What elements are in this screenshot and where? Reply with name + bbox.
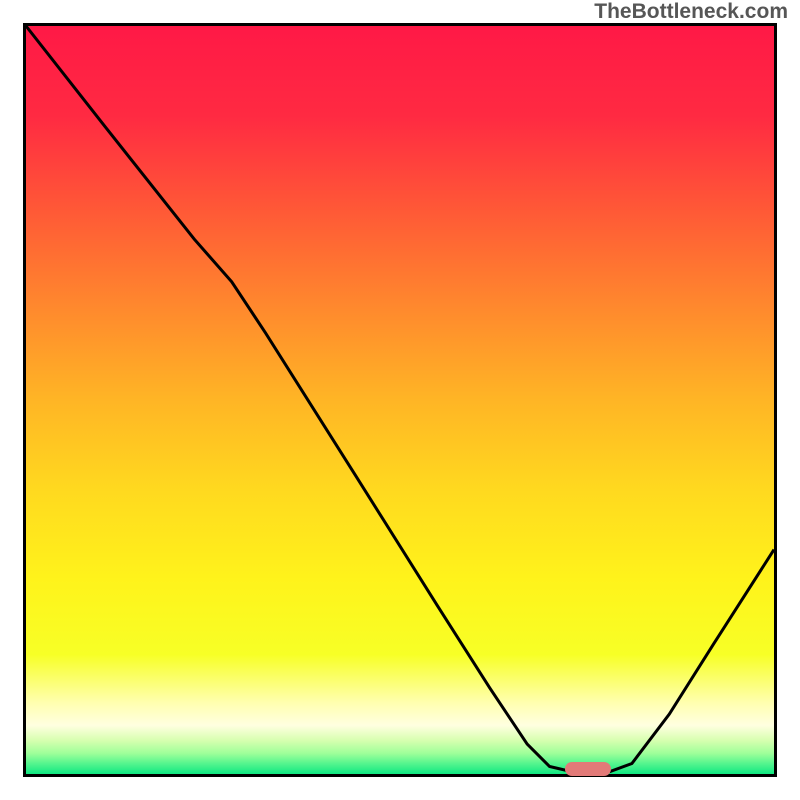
bottleneck-curve (26, 26, 774, 772)
curve-layer (26, 26, 774, 774)
bottleneck-chart: TheBottleneck.com (0, 0, 800, 800)
optimal-point-marker (565, 762, 611, 776)
attribution-text: TheBottleneck.com (594, 0, 788, 24)
plot-area (23, 23, 777, 777)
